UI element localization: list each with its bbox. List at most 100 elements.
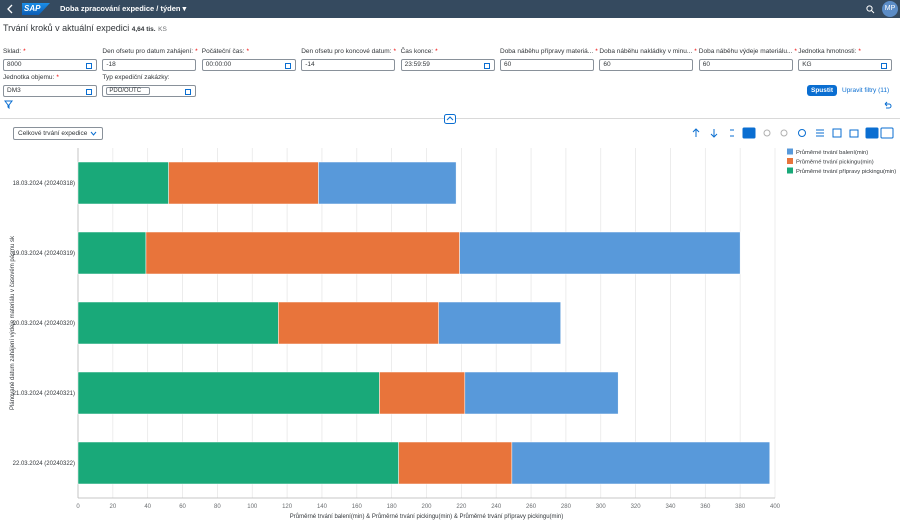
fullscreen[interactable] [832, 128, 842, 138]
x-tick-label: 200 [421, 504, 432, 510]
x-tick-label: 240 [491, 504, 502, 510]
adapt-filters-button[interactable]: Upravit filtry (11) [842, 87, 890, 94]
dropdown-arrow[interactable] [90, 131, 97, 136]
input-value[interactable]: 60 [702, 61, 711, 68]
x-tick-label: 40 [144, 504, 151, 510]
label-text: Den ofsetu pro koncové datum: [301, 48, 392, 55]
legend-label: Průměrné trvání pickingu(min) [796, 159, 874, 166]
label-text: Doba náběhu výdeje materiálu... [698, 48, 793, 55]
collapse-button[interactable] [444, 114, 456, 124]
table-view[interactable] [880, 127, 894, 139]
input-value[interactable]: 00:00:00 [205, 61, 232, 68]
legend-toggle[interactable] [816, 129, 824, 137]
x-tick-label: 60 [179, 504, 186, 510]
download[interactable] [849, 129, 859, 138]
filter-input[interactable]: 60 [698, 59, 793, 71]
required-mark: * [694, 48, 697, 55]
label-text: Typ expediční zakázky: [102, 74, 170, 81]
settings[interactable] [798, 129, 806, 137]
required-mark: * [246, 48, 249, 55]
required-mark: * [595, 48, 598, 55]
input-value[interactable]: KG [802, 61, 812, 68]
value-help-icon[interactable] [483, 62, 491, 69]
filter-label: Typ expediční zakázky: [102, 74, 169, 81]
filter-label: Jednotka objemu: * [3, 74, 59, 81]
app-title-text[interactable]: Doba zpracování expedice / týden [60, 4, 181, 13]
filter-input[interactable]: 60 [500, 59, 594, 71]
value-help-icon[interactable] [284, 62, 292, 69]
input-value[interactable]: 8000 [7, 61, 22, 68]
filter-input[interactable]: 23:59:59 [400, 59, 495, 71]
y-axis-title: Plánované datum zahájení výdeje materiál… [10, 235, 16, 410]
count-unit: KS [158, 26, 167, 33]
bar-segment [398, 441, 513, 485]
icon-shape [185, 89, 192, 95]
dropdown-text[interactable]: Celkové trvání expedice [18, 130, 88, 137]
x-tick-label: 320 [631, 504, 642, 510]
required-mark: * [23, 48, 26, 55]
icon-shape [483, 63, 490, 69]
reset-icon[interactable] [883, 101, 892, 109]
filter-input[interactable]: 00:00:00 [201, 59, 296, 71]
token[interactable]: PDO/OUTC [106, 87, 151, 95]
value-help-icon[interactable] [86, 62, 93, 69]
x-axis-title: Průměrné trvání balení(min) & Průměrné t… [290, 513, 563, 520]
input-value[interactable]: -18 [106, 61, 116, 68]
label-text: Sklad: [3, 48, 22, 55]
sort-up[interactable] [692, 128, 700, 137]
x-tick-label: 20 [110, 504, 117, 510]
label-text: Čas konce: [400, 48, 434, 55]
input-value[interactable]: 60 [504, 61, 512, 68]
bar-segment [77, 231, 147, 275]
view-dropdown[interactable]: Celkové trvání expedice [13, 127, 103, 140]
count: 4,64 tis. [131, 26, 156, 33]
required-mark: * [56, 74, 59, 81]
bar-segment [459, 231, 741, 275]
x-tick-label: 100 [247, 504, 258, 510]
app-title[interactable]: Doba zpracování expedice / týden ▾ [60, 4, 187, 13]
value-help-icon[interactable] [86, 88, 93, 95]
bar-segment [278, 301, 439, 345]
chart-view[interactable] [865, 127, 879, 139]
avatar[interactable]: MP [882, 1, 898, 17]
filter-input[interactable]: -18 [102, 59, 197, 71]
value-help-icon[interactable] [185, 88, 192, 95]
legend-swatch [787, 158, 793, 164]
filter-input[interactable]: -14 [301, 59, 396, 71]
filter-input[interactable]: DM3 [3, 85, 97, 97]
legend-label: Průměrné trvání balení(min) [796, 149, 868, 156]
go-button[interactable]: Spustit [807, 85, 838, 96]
icon-shape [284, 63, 291, 69]
back-button[interactable] [6, 4, 14, 14]
bar-segment [145, 231, 460, 275]
input-value[interactable]: DM3 [7, 87, 21, 94]
zoom-out[interactable] [780, 129, 788, 137]
sort-down[interactable] [710, 129, 718, 138]
input-value[interactable]: 23:59:59 [404, 61, 430, 68]
input-value[interactable]: 60 [603, 61, 611, 68]
zoom-in[interactable] [763, 129, 771, 137]
chart-type[interactable] [742, 127, 756, 139]
sap-logo[interactable]: SAP [22, 3, 50, 15]
filter-input[interactable]: 8000 [3, 59, 97, 71]
format[interactable] [730, 129, 734, 137]
icon-shape [86, 89, 92, 95]
input-value[interactable]: -14 [305, 61, 315, 68]
bar-segment [318, 161, 457, 205]
label-text: Den ofsetu pro datum zahájení: [102, 48, 194, 55]
bar-segment [77, 441, 399, 485]
y-tick-label: 19.03.2024 (20240319) [13, 251, 75, 257]
legend-swatch [787, 148, 793, 155]
bar-segment [511, 441, 771, 485]
filter-input[interactable]: 60 [599, 59, 694, 71]
filter-icon[interactable] [4, 100, 14, 109]
value-help-icon[interactable] [881, 62, 888, 69]
token-text[interactable]: PDO/OUTC [109, 88, 142, 94]
required-mark: * [794, 48, 797, 55]
search-icon[interactable] [866, 5, 875, 14]
title-text: Trvání kroků v aktuální expedici [3, 23, 130, 33]
filter-input[interactable]: PDO/OUTC [102, 85, 197, 97]
filter-input[interactable]: KG [798, 59, 893, 71]
x-tick-label: 280 [561, 504, 572, 510]
